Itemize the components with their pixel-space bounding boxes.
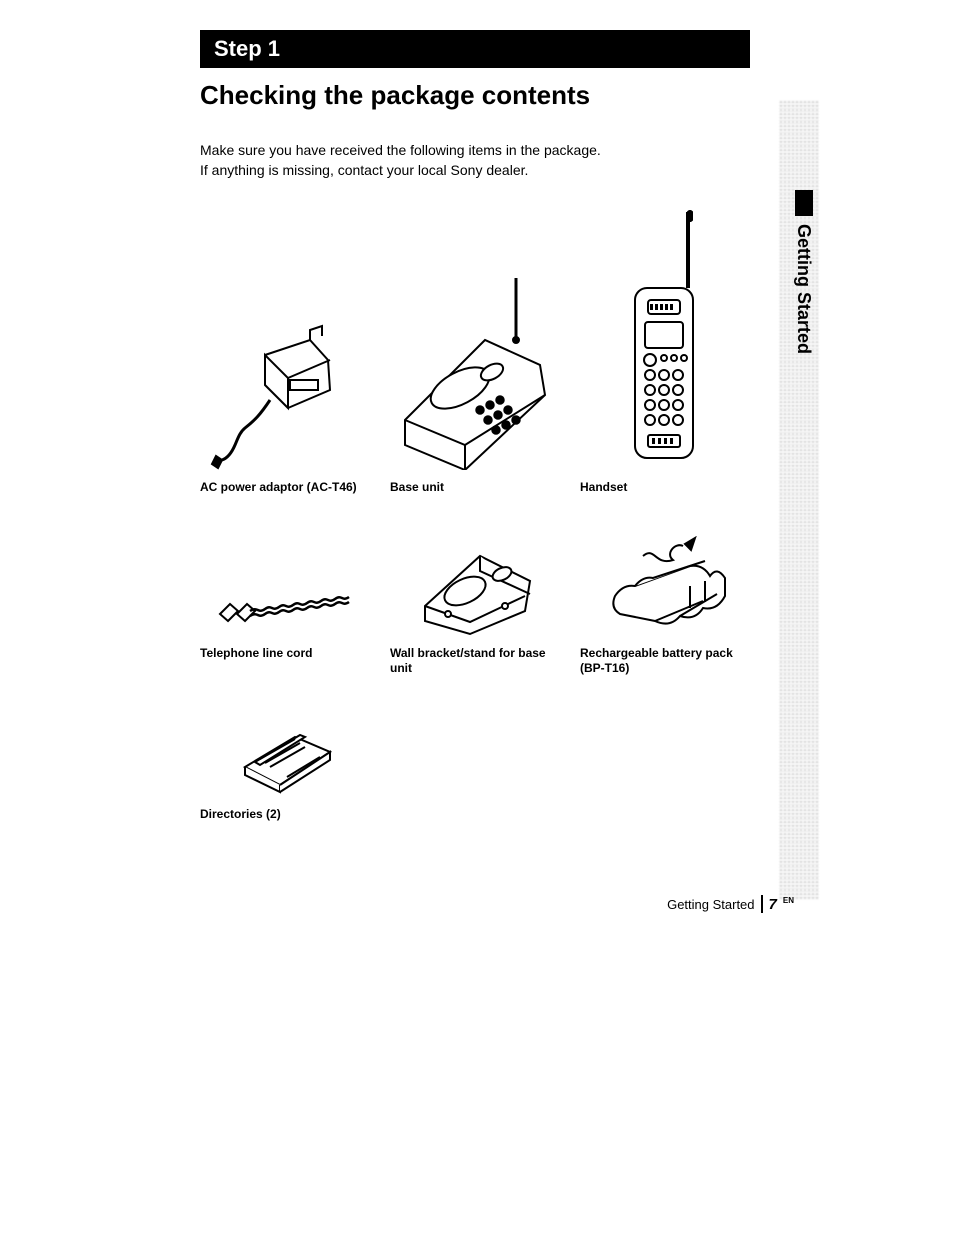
footer-page-number: 7: [769, 896, 777, 913]
intro-line-1: Make sure you have received the followin…: [200, 142, 601, 158]
wall-bracket-icon: [390, 526, 560, 636]
intro-line-2: If anything is missing, contact your loc…: [200, 162, 528, 178]
items-grid: AC power adaptor (AC-T46): [200, 210, 750, 822]
item-base-unit: Base unit: [390, 210, 560, 496]
item-wall-bracket: Wall bracket/stand for base unit: [390, 526, 560, 677]
item-label: Directories (2): [200, 807, 370, 823]
item-handset: Handset: [580, 210, 750, 496]
item-battery-pack: Rechargeable battery pack (BP-T16): [580, 526, 750, 677]
battery-pack-icon: [580, 526, 750, 636]
item-label: AC power adaptor (AC-T46): [200, 480, 370, 496]
footer-divider: [761, 895, 763, 913]
item-directories: Directories (2): [200, 707, 370, 823]
item-label: Base unit: [390, 480, 560, 496]
page-footer: Getting Started 7 EN: [667, 895, 794, 913]
footer-section: Getting Started: [667, 897, 754, 912]
directories-icon: [200, 707, 370, 797]
side-tab: Getting Started: [793, 190, 814, 354]
item-label: Telephone line cord: [200, 646, 370, 662]
handset-icon: [580, 210, 750, 470]
item-label: Rechargeable battery pack (BP-T16): [580, 646, 750, 677]
side-tab-label: Getting Started: [793, 224, 814, 354]
intro-text: Make sure you have received the followin…: [200, 141, 750, 180]
ac-adaptor-icon: [200, 210, 370, 470]
page-content: Step 1 Checking the package contents Mak…: [200, 30, 750, 823]
page-title: Checking the package contents: [200, 80, 750, 111]
item-ac-adaptor: AC power adaptor (AC-T46): [200, 210, 370, 496]
footer-lang: EN: [783, 896, 794, 905]
step-label: Step 1: [214, 36, 280, 61]
step-bar: Step 1: [200, 30, 750, 68]
base-unit-icon: [390, 210, 560, 470]
item-label: Wall bracket/stand for base unit: [390, 646, 560, 677]
item-label: Handset: [580, 480, 750, 496]
line-cord-icon: [200, 526, 370, 636]
item-line-cord: Telephone line cord: [200, 526, 370, 677]
side-tab-marker: [795, 190, 813, 216]
